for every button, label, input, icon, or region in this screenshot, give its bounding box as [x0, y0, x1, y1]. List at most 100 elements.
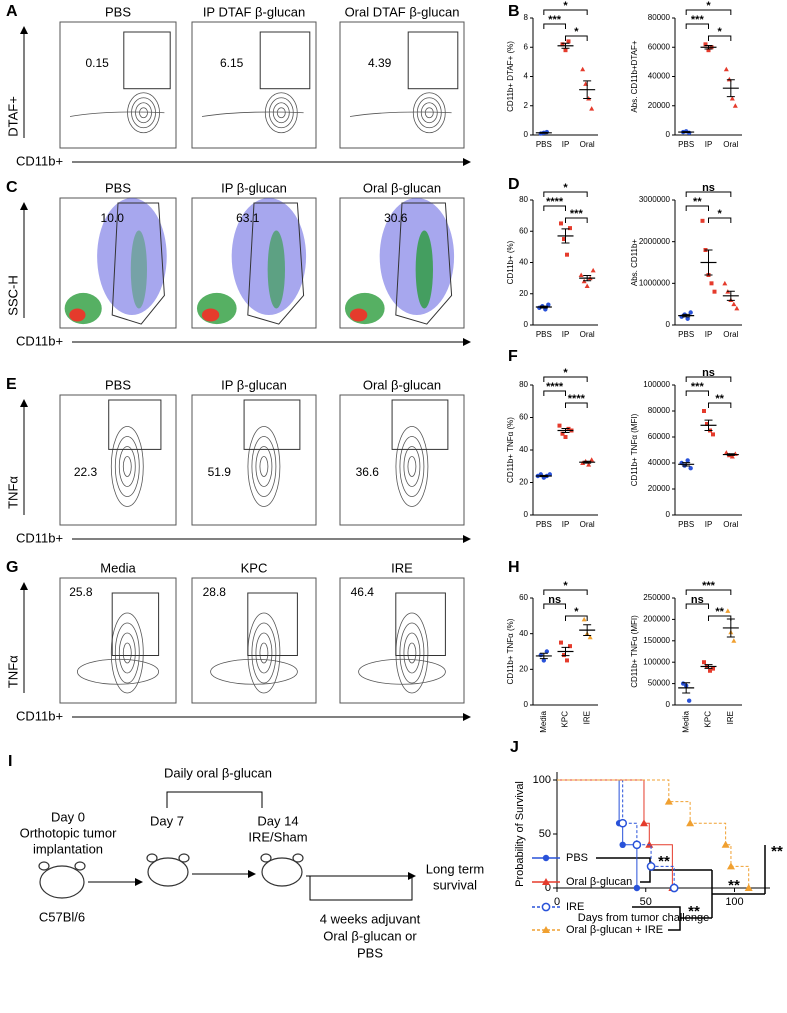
legend-marker: [542, 854, 550, 862]
error-bar: [682, 313, 691, 318]
error-bar: [539, 305, 548, 309]
x-tick-label: PBS: [678, 520, 694, 529]
panel-letter: J: [510, 739, 519, 756]
significance-label: *: [718, 208, 723, 220]
data-point: [559, 640, 563, 645]
y-tick-label: 20: [519, 664, 528, 673]
significance-bracket: [708, 402, 732, 408]
significance-label: *: [706, 0, 711, 12]
contour: [259, 456, 269, 477]
data-point: [560, 42, 565, 47]
error-bar: [539, 652, 548, 660]
y-tick-label: 50: [539, 828, 551, 840]
error-bar: [682, 131, 691, 134]
y-axis-label: CD11b+ TNFα (MFI): [630, 615, 639, 688]
schematic: I Daily oral β-glucan Day 7 Day 14 IRE/S…: [8, 753, 484, 960]
x-tick-label: IP: [562, 140, 570, 149]
density: [196, 198, 307, 325]
y-tick-label: 2: [524, 101, 529, 110]
y-tick-label: 60: [519, 413, 528, 422]
panel-letter: F: [508, 348, 518, 365]
gate: [111, 202, 165, 325]
legend-label: Oral β-glucan + IRE: [566, 924, 663, 936]
contours: [201, 92, 304, 134]
density-blob: [267, 230, 285, 309]
marker: [646, 862, 656, 871]
data-point: [560, 431, 565, 436]
data-point: [563, 48, 568, 53]
data-point: [544, 649, 550, 654]
data-point: [725, 608, 731, 613]
gate: [391, 399, 449, 450]
contour: [118, 446, 136, 487]
plot-frame: [59, 577, 177, 704]
gate-value: 51.9: [208, 465, 232, 479]
significance-label: ns: [691, 594, 704, 606]
y-axis-label: CD11b+ TNFα (%): [506, 618, 515, 684]
contour: [420, 102, 438, 124]
data-point: [722, 280, 728, 286]
data-point: [589, 457, 595, 462]
contour: [114, 436, 140, 497]
label: IRE/Sham: [248, 829, 307, 844]
label: Day 14: [257, 813, 298, 828]
y-tick-label: 40: [519, 258, 528, 267]
significance-bracket: [543, 23, 566, 29]
gate: [247, 202, 305, 325]
data-point: [705, 422, 709, 426]
error-bar: [561, 646, 570, 657]
data-point: [711, 432, 715, 437]
contour: [69, 111, 165, 117]
gate: [243, 399, 301, 450]
density-blob: [69, 308, 86, 322]
y-tick-label: 0: [524, 320, 529, 329]
y-tick-label: 40: [519, 629, 528, 638]
significance-bracket: [543, 589, 588, 595]
marker: [726, 862, 735, 870]
contour: [407, 642, 417, 664]
gate-value: 25.8: [69, 585, 93, 599]
gate: [395, 202, 453, 325]
contour: [77, 658, 159, 685]
contour: [403, 446, 421, 487]
significance-label: ns: [548, 594, 561, 606]
legend-marker: [541, 902, 551, 912]
gate-value: 30.6: [384, 211, 408, 225]
x-tick-label: 100: [725, 896, 743, 908]
y-axis-label: CD11b+ TNFα (MFI): [630, 413, 639, 486]
y-tick-label: 80000: [648, 13, 671, 22]
plot-title: Oral DTAF β-glucan: [345, 4, 460, 19]
significance-bracket: [543, 376, 588, 382]
x-tick-label: Oral: [580, 140, 595, 149]
y-axis-label: CD11b+ DTAF+ (%): [506, 41, 515, 112]
label: Daily oral β-glucan: [164, 765, 272, 780]
contours: [69, 92, 165, 134]
panel-letter: H: [508, 559, 520, 576]
gate-value: 22.3: [74, 465, 98, 479]
data-point: [587, 634, 593, 640]
contours: [247, 426, 281, 507]
data-point: [566, 39, 571, 44]
gate-value: 6.15: [220, 56, 244, 70]
significance-label: ****: [546, 381, 564, 393]
data-point: [703, 42, 708, 47]
contour: [403, 632, 421, 674]
contour: [201, 111, 304, 117]
legend-label: IRE: [566, 901, 584, 913]
data-point: [589, 106, 595, 111]
data-point: [723, 66, 729, 72]
significance-bracket: [685, 23, 709, 29]
contour: [122, 642, 132, 664]
y-tick-label: 1000000: [639, 278, 671, 287]
y-tick-label: 200000: [643, 615, 670, 624]
x-axis-label: CD11b+: [16, 708, 63, 723]
plot-title: Media: [100, 560, 136, 575]
significance-bracket: [685, 205, 709, 211]
panel-letter: D: [508, 176, 520, 193]
data-point: [702, 409, 706, 413]
data-point: [708, 668, 712, 673]
data-point: [559, 221, 563, 226]
significance-bracket: [543, 9, 588, 15]
y-tick-label: 60: [519, 593, 528, 602]
